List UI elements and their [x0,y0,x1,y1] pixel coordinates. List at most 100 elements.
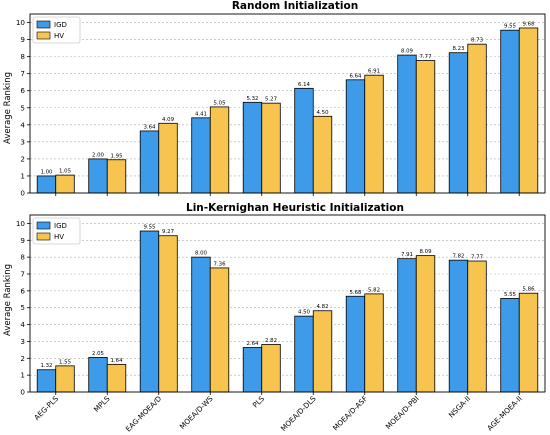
bar-hv [106,363,127,393]
legend: IGD HV [32,16,81,44]
data-label: 9.27 [162,229,174,235]
data-label: 1.05 [59,169,71,175]
bar-igd [397,258,417,393]
bar-igd [36,175,57,194]
bar-hv [55,174,75,194]
data-label: 5.68 [349,290,362,296]
bar-igd [397,54,417,194]
bar-hv [364,74,384,194]
bar-hv [55,365,75,393]
data-label: 9.68 [523,21,536,27]
bar-hv [158,235,178,393]
x-tick-label: AEG-PLS [32,394,60,422]
data-label: 2.82 [265,338,277,344]
y-tick-label: 3 [20,137,25,146]
y-tick-label: 4 [20,120,25,129]
data-label: 7.77 [420,54,432,60]
bar-igd [36,369,57,393]
bar-igd [88,158,108,194]
bar-igd [294,315,314,393]
data-label: 7.77 [471,255,483,261]
plot-frame [29,13,546,194]
bar-hv [106,159,127,194]
x-tick-label: PLS [251,394,267,410]
data-label: 3.64 [143,124,156,130]
bar-igd [500,29,520,194]
data-label: 8.09 [401,49,414,55]
data-label: 2.64 [246,341,259,347]
bar-igd [242,347,263,393]
y-tick-label: 2 [20,154,25,163]
legend-label: IGD [54,21,67,29]
data-label: 1.55 [59,359,71,365]
x-tick-label: NSGA-II [447,394,473,420]
chart-lin-kernighan-initialization: Lin-Kernighan Heuristic Initialization A… [3,202,546,434]
plot-area: 0 1 2 3 4 5 6 7 8 9 10 1.32 1.55 2.05 1.64 9.55 9.27 8.00… [16,214,546,434]
data-label: 4.50 [317,110,330,116]
data-label: 1.95 [111,153,123,159]
bar-hv [518,27,539,194]
data-label: 9.55 [143,225,155,231]
plot-area: 0 1 2 3 4 5 6 7 8 9 10 1.00 1.05 2.00 1.95 3.64 4.09 4.41… [16,13,546,198]
data-label: 6.91 [368,69,380,75]
bar-hv [209,267,230,393]
data-label: 5.27 [265,97,277,103]
legend-swatch [36,232,51,241]
x-tick-label: EAG-MOEA/D [124,394,164,434]
y-tick-label: 9 [20,35,25,44]
y-tick-label: 3 [20,337,25,346]
legend-label: IGD [54,222,67,230]
data-label: 8.73 [471,38,483,44]
bar-hv [158,122,178,194]
y-tick-label: 9 [20,236,25,245]
bar-igd [345,79,366,194]
bar-igd [191,117,211,194]
y-axis-label: Average Ranking [3,264,13,336]
legend-swatch [36,20,51,29]
data-label: 4.50 [298,310,311,316]
data-label: 2.05 [92,351,104,357]
data-label: 4.09 [162,117,175,123]
x-tick-label: AGE-MOEA-II [485,394,524,433]
bar-hv [518,292,539,393]
data-label: 7.36 [214,261,227,267]
x-tick-label: MOEA/D-DLS [279,394,318,433]
data-label: 9.55 [504,24,516,30]
y-tick-label: 7 [20,69,25,78]
data-label: 8.00 [195,251,208,257]
legend-label: HV [54,233,64,241]
chart-random-initialization: Random Initialization Average Ranking 0 1… [3,0,546,198]
bar-igd [88,357,108,393]
plot-frame [29,214,546,393]
data-label: 7.91 [401,252,413,258]
x-tick-label: MOEA/D-ASF [331,394,369,432]
x-tick-label: MPLS [92,394,112,414]
data-label: 5.86 [523,287,536,293]
chart-title: Lin-Kernighan Heuristic Initialization [186,202,404,214]
data-label: 8.09 [420,249,433,255]
data-label: 1.64 [111,358,124,364]
y-tick-label: 1 [20,171,25,180]
data-label: 2.00 [92,152,105,158]
y-tick-label: 1 [20,371,25,380]
bar-hv [209,106,230,194]
data-label: 1.00 [40,169,53,175]
bar-igd [191,256,211,393]
data-label: 5.05 [214,100,226,106]
y-tick-label: 0 [20,189,25,198]
y-tick-label: 10 [16,219,26,228]
bar-hv [312,115,333,194]
bar-hv [467,43,487,194]
y-tick-label: 6 [20,286,25,295]
bar-igd [139,230,160,393]
bar-igd [345,295,366,393]
y-tick-label: 5 [20,103,25,112]
bar-hv [415,255,436,393]
bar-igd [448,259,469,393]
legend-swatch [36,221,51,230]
bar-igd [448,52,469,194]
y-tick-label: 4 [20,320,25,329]
y-tick-label: 6 [20,86,25,95]
bar-hv [467,260,487,393]
